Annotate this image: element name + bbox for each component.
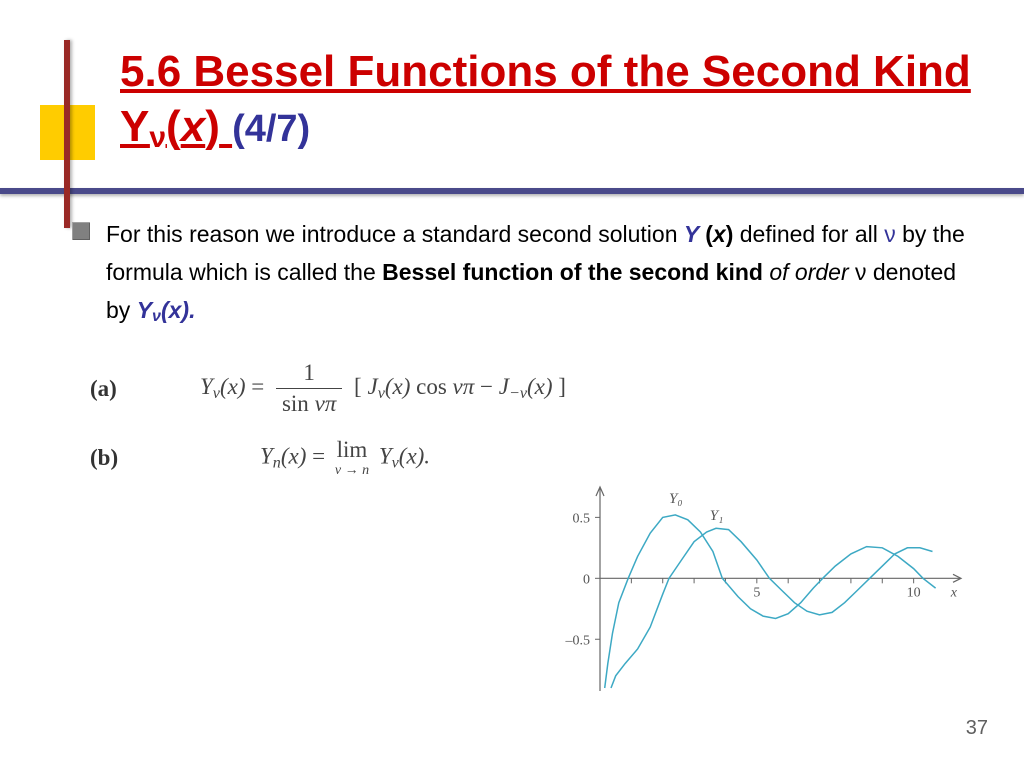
body-content: For this reason we introduce a standard … (72, 216, 972, 330)
formula-a-expr: Yν(x) = 1 sin νπ [ Jν(x) cos νπ − J−ν(x)… (200, 360, 566, 417)
title-paren-close: ) (205, 102, 220, 151)
formula-a: (a) Yν(x) = 1 sin νπ [ Jν(x) cos νπ − J−… (90, 360, 670, 417)
bullet-text: For this reason we introduce a standard … (106, 216, 972, 330)
bt-bessel: Bessel function of the second kind (382, 259, 763, 285)
svg-text:Y₀: Y₀ (669, 491, 683, 507)
bt-nu: ν (884, 221, 896, 247)
bullet-icon (72, 222, 90, 240)
limit: lim ν → n (335, 437, 369, 479)
bt-4: of order (769, 259, 855, 285)
bt-2: defined for all (740, 221, 884, 247)
title-subscript: ν (149, 121, 166, 154)
svg-text:0.5: 0.5 (573, 511, 591, 526)
decor-horizontal-bar (0, 188, 1024, 194)
decor-vertical-bar (64, 40, 70, 228)
slide-title: 5.6 Bessel Functions of the Second Kind … (120, 44, 990, 157)
formula-b: (b) Yn(x) = lim ν → n Yν(x). (90, 437, 670, 479)
svg-text:Y₁: Y₁ (710, 508, 724, 524)
title-pager: (4/7) (232, 108, 310, 150)
formula-a-label: (a) (90, 376, 200, 402)
svg-text:–0.5: –0.5 (565, 633, 591, 648)
title-paren-open: ( (166, 102, 181, 151)
chart-svg: 5 10 –0.5 0 0.5 x Y₀ Y₁ (545, 478, 965, 713)
title-var: x (181, 102, 205, 151)
formula-b-expr: Yn(x) = lim ν → n Yν(x). (260, 437, 430, 479)
svg-text:5: 5 (753, 585, 760, 600)
page-number: 37 (966, 717, 988, 740)
formula-b-label: (b) (90, 445, 200, 471)
svg-text:10: 10 (907, 585, 921, 600)
bessel-chart: 5 10 –0.5 0 0.5 x Y₀ Y₁ (545, 478, 965, 713)
svg-text:0: 0 (583, 572, 590, 587)
fraction: 1 sin νπ (276, 360, 342, 417)
bt-1: For this reason we introduce a standard … (106, 221, 684, 247)
svg-text:x: x (950, 585, 958, 600)
bt-ynx: Yν(x). (137, 297, 196, 323)
bullet-item: For this reason we introduce a standard … (72, 216, 972, 330)
bt-yx: Y (684, 221, 705, 247)
